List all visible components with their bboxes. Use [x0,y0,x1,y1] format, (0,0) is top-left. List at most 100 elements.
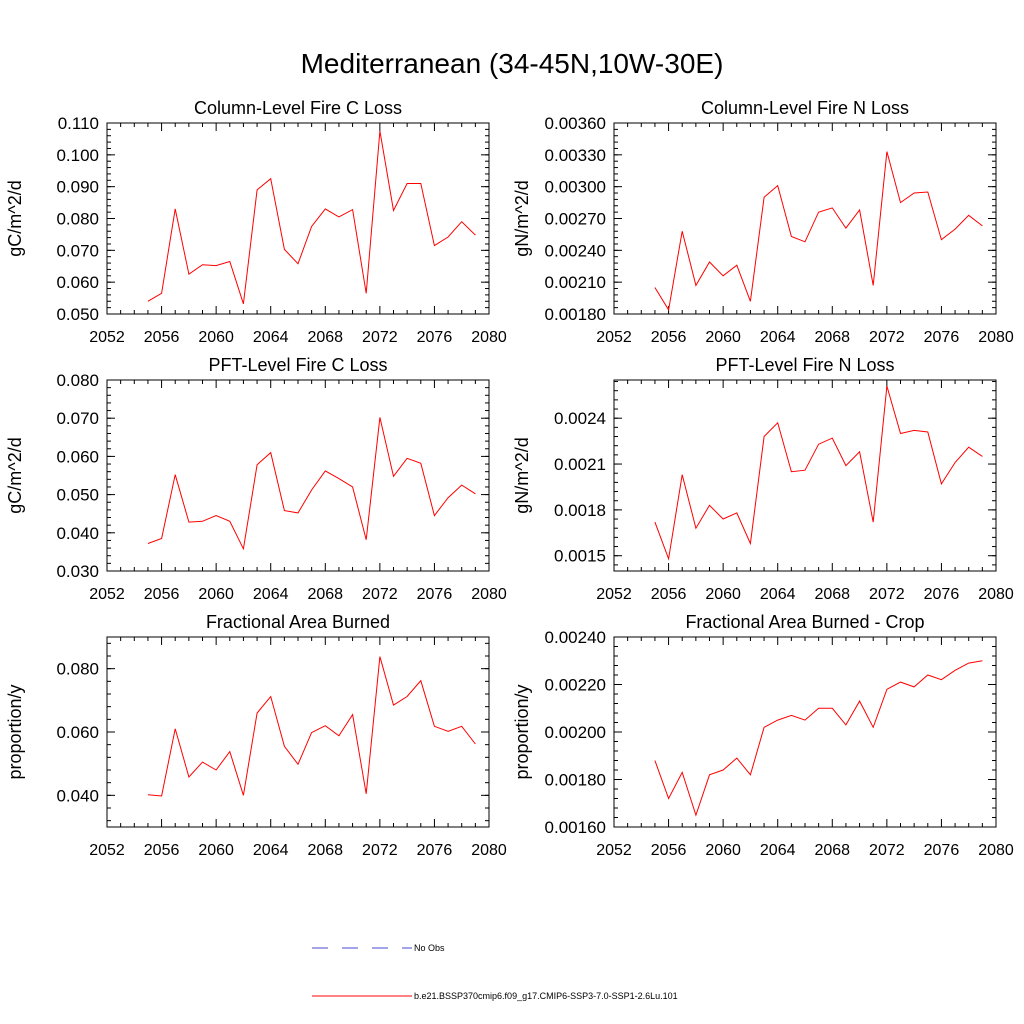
x-tick-label: 2052 [596,586,632,603]
y-axis-label: gC/m^2/d [5,180,25,256]
x-tick-label: 2056 [144,329,180,346]
legend-obs-line [312,947,412,949]
x-tick-label: 2056 [144,586,180,603]
plot-frame [106,636,490,828]
legend-obs-label: No Obs [414,943,445,953]
y-tick-label: 0.100 [56,146,99,165]
x-tick-label: 2076 [417,329,453,346]
x-tick-label: 2060 [198,329,234,346]
x-tick-label: 2072 [869,329,905,346]
series-line [654,385,983,561]
y-tick-label: 0.00270 [545,210,606,229]
legend-series-line [312,995,412,997]
y-tick-label: 0.00330 [545,146,606,165]
y-tick-label: 0.080 [56,371,99,390]
y-axis-label: gN/m^2/d [512,180,532,256]
y-tick-label: 0.00240 [545,241,606,260]
panel-1: Column-Level Fire C Loss gC/m^2/d 2052 2056… [5,98,507,346]
x-tick-label: 2072 [362,842,398,859]
y-tick-label: 0.060 [56,723,99,742]
x-tick-label: 2060 [705,842,741,859]
x-tick-label: 2080 [471,329,507,346]
y-tick-label: 0.110 [58,114,99,133]
series-line [147,656,476,797]
x-tick-label: 2064 [760,329,796,346]
plot-frame [106,379,490,572]
x-tick-label: 2072 [362,586,398,603]
y-tick-label: 0.00160 [545,818,606,837]
x-tick-label: 2052 [89,842,125,859]
y-axis-label: gN/m^2/d [512,437,532,513]
panel-6: Fractional Area Burned - Crop proportion/… [512,612,1014,859]
x-tick-label: 2064 [760,842,796,859]
series-line [147,417,476,551]
plot-frame [106,122,490,315]
y-tick-label: 0.060 [56,447,99,466]
y-tick-label: 0.00220 [545,676,606,695]
x-tick-label: 2076 [417,586,453,603]
y-tick-label: 0.0015 [554,547,606,566]
x-tick-label: 2076 [924,329,960,346]
x-tick-label: 2080 [978,329,1014,346]
y-tick-label: 0.080 [56,660,99,679]
x-tick-label: 2080 [978,842,1014,859]
panel-2: Column-Level Fire N Loss gN/m^2/d 2052 2056… [512,98,1014,346]
x-tick-label: 2064 [253,842,289,859]
x-tick-label: 2072 [362,329,398,346]
x-tick-label: 2056 [651,842,687,859]
y-axis-label: proportion/y [512,684,532,779]
panel-title: Fractional Area Burned [206,612,390,632]
x-tick-label: 2052 [596,842,632,859]
figure-title: Mediterranean (34-45N,10W-30E) [300,48,724,79]
y-tick-label: 0.040 [56,524,99,543]
x-tick-label: 2064 [760,586,796,603]
y-tick-label: 0.040 [56,786,99,805]
y-tick-label: 0.070 [56,241,99,260]
x-tick-label: 2072 [869,842,905,859]
x-tick-label: 2068 [814,586,850,603]
x-tick-label: 2068 [814,329,850,346]
x-tick-label: 2068 [814,842,850,859]
y-tick-label: 0.030 [56,562,99,581]
x-tick-label: 2060 [198,842,234,859]
y-tick-label: 0.00180 [545,771,606,790]
x-tick-label: 2056 [651,586,687,603]
panel-5: Fractional Area Burned proportion/y 2052 20… [5,612,507,859]
x-tick-label: 2076 [417,842,453,859]
panel-title: PFT-Level Fire N Loss [715,355,894,375]
x-tick-label: 2080 [471,586,507,603]
y-tick-label: 0.050 [56,305,99,324]
y-tick-label: 0.00200 [545,723,606,742]
panel-3: PFT-Level Fire C Loss gC/m^2/d 2052 2056 206… [5,355,507,603]
y-tick-label: 0.050 [56,486,99,505]
x-tick-label: 2060 [198,586,234,603]
x-tick-label: 2072 [869,586,905,603]
x-tick-label: 2060 [705,586,741,603]
panel-title: Column-Level Fire N Loss [701,98,909,118]
plot-frame [613,636,997,828]
y-tick-label: 0.00300 [545,178,606,197]
x-tick-label: 2056 [144,842,180,859]
x-tick-label: 2068 [307,329,343,346]
panel-title: PFT-Level Fire C Loss [208,355,387,375]
legend-obs: No Obs [312,943,445,953]
plot-frame [613,122,997,315]
y-tick-label: 0.090 [56,178,99,197]
x-tick-label: 2056 [651,329,687,346]
legend-series: b.e21.BSSP370cmip6.f09_g17.CMIP6-SSP3-7.… [312,991,678,1001]
series-line [654,660,983,817]
y-tick-label: 0.00240 [545,628,606,647]
y-tick-label: 0.080 [56,210,99,229]
x-tick-label: 2064 [253,329,289,346]
y-tick-label: 0.00180 [545,305,606,324]
x-tick-label: 2068 [307,842,343,859]
panel-title: Column-Level Fire C Loss [194,98,402,118]
y-tick-label: 0.060 [56,273,99,292]
x-tick-label: 2076 [924,842,960,859]
series-line [147,130,476,304]
x-tick-label: 2052 [89,586,125,603]
y-tick-label: 0.00210 [545,273,606,292]
y-tick-label: 0.0021 [554,455,606,474]
y-axis-label: proportion/y [5,684,25,779]
